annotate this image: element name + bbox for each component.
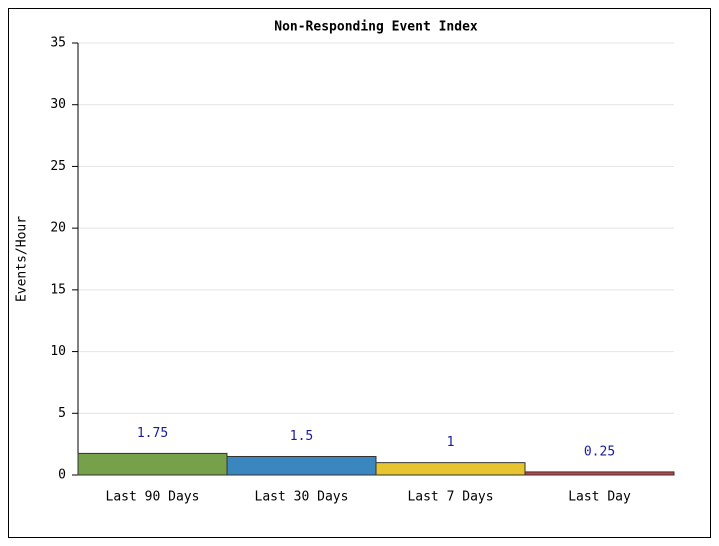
y-tick-label: 10 — [50, 344, 66, 359]
bar — [77, 452, 228, 476]
x-tick-label: Last 7 Days — [407, 490, 493, 505]
value-label: 0.25 — [584, 444, 615, 459]
value-label: 1.75 — [137, 426, 168, 441]
x-tick-label: Last Day — [568, 490, 631, 505]
frame — [8, 8, 711, 538]
chart-title: Non-Responding Event Index — [274, 20, 478, 35]
y-tick-label: 35 — [50, 36, 66, 51]
x-tick-label: Last 30 Days — [255, 490, 349, 505]
y-axis-label: Events/Hour — [15, 216, 30, 302]
y-tick-label: 25 — [50, 159, 66, 174]
y-tick-label: 5 — [58, 406, 66, 421]
y-tick-label: 30 — [50, 97, 66, 112]
y-tick-label: 20 — [50, 221, 66, 236]
x-tick-label: Last 90 Days — [106, 490, 200, 505]
bar — [524, 471, 675, 476]
y-tick-label: 0 — [58, 468, 66, 483]
bar — [226, 455, 377, 476]
y-tick-label: 15 — [50, 282, 66, 297]
value-label: 1 — [447, 435, 455, 450]
bar — [375, 462, 526, 476]
value-label: 1.5 — [290, 429, 313, 444]
